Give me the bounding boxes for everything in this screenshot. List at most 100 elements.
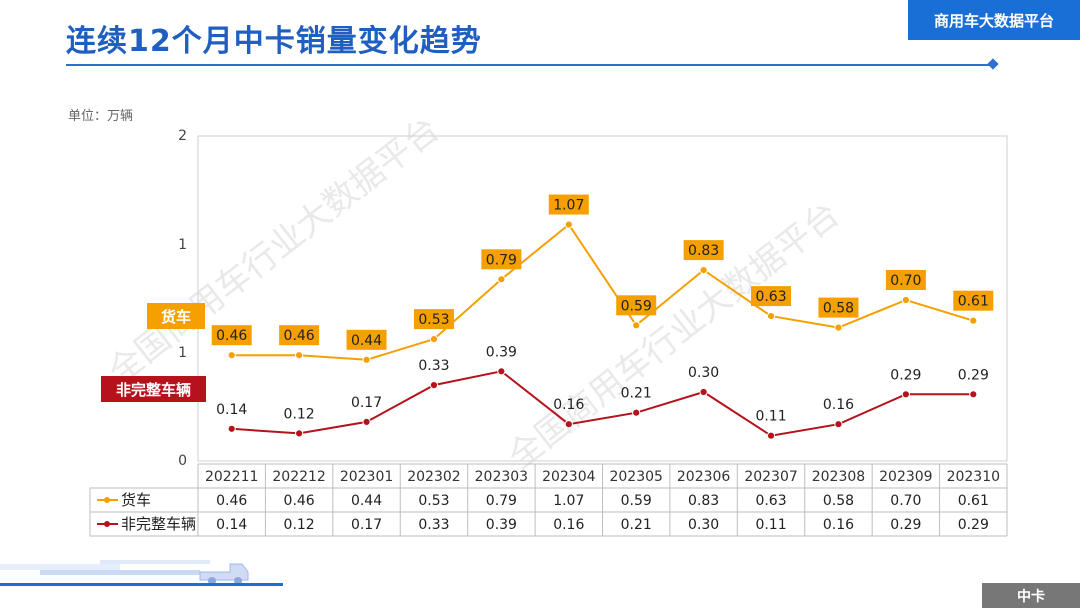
data-label-box xyxy=(751,286,792,307)
data-point xyxy=(834,420,843,429)
table-cell-value: 0.61 xyxy=(958,493,989,509)
data-point xyxy=(497,367,506,376)
table-cell-value: 0.16 xyxy=(553,517,584,533)
data-point xyxy=(295,351,304,360)
data-label: 0.53 xyxy=(418,312,449,328)
data-label: 0.16 xyxy=(823,397,854,413)
y-tick-label: 1 xyxy=(178,345,187,361)
data-label: 0.63 xyxy=(755,289,786,305)
data-label-box xyxy=(953,290,994,311)
watermark-text: 全国商用车行业大数据平台 xyxy=(101,109,447,392)
table-cell-value: 0.70 xyxy=(890,493,921,509)
data-point xyxy=(699,266,708,275)
data-label: 0.14 xyxy=(216,402,247,418)
data-label: 0.12 xyxy=(284,406,315,422)
data-label: 0.30 xyxy=(688,365,719,381)
data-point xyxy=(901,295,910,305)
data-label: 0.44 xyxy=(351,333,382,349)
data-label: 0.16 xyxy=(553,397,584,413)
data-point xyxy=(429,381,439,390)
data-label: 0.33 xyxy=(418,358,449,374)
x-tick-label: 202309 xyxy=(879,469,932,485)
x-tick-label: 202211 xyxy=(205,469,258,485)
data-label-box xyxy=(616,295,657,316)
x-tick-label: 202302 xyxy=(407,469,460,485)
table-cell-value: 0.46 xyxy=(284,493,315,509)
data-label: 1.07 xyxy=(553,198,584,214)
data-label: 0.59 xyxy=(621,298,652,314)
data-label: 0.70 xyxy=(890,273,921,289)
data-point xyxy=(362,417,371,426)
legend-entry: 货车 xyxy=(121,491,151,509)
table-cell-value: 0.16 xyxy=(823,517,854,533)
data-label-box xyxy=(413,309,454,330)
y-tick-label: 2 xyxy=(178,128,187,144)
data-label-box xyxy=(548,194,589,215)
series-line-1 xyxy=(231,223,974,361)
table-cell-value: 0.11 xyxy=(755,517,786,533)
table-cell-value: 1.07 xyxy=(553,493,584,509)
data-label-box xyxy=(211,325,252,346)
legend-marker xyxy=(104,497,110,503)
data-point xyxy=(429,335,439,344)
data-point xyxy=(632,408,641,417)
data-label-box xyxy=(279,325,320,346)
x-tick-label: 202301 xyxy=(340,469,393,485)
data-point xyxy=(969,390,978,399)
data-point xyxy=(564,220,573,229)
series-tag-incomplete-vehicles: 非完整车辆 xyxy=(101,376,206,402)
table-cell-value: 0.58 xyxy=(823,493,854,509)
x-tick-label: 202307 xyxy=(744,469,797,485)
table-cell-value: 0.17 xyxy=(351,517,382,533)
table-cell-value: 0.53 xyxy=(418,493,449,509)
table-cell-value: 0.83 xyxy=(688,493,719,509)
data-point xyxy=(564,420,573,429)
data-label: 0.21 xyxy=(621,386,652,402)
table-cell-value: 0.46 xyxy=(216,493,247,509)
data-label: 0.11 xyxy=(755,409,786,425)
data-point xyxy=(295,429,304,438)
y-tick-label: 0 xyxy=(178,453,187,469)
data-label: 0.61 xyxy=(958,294,989,310)
data-point xyxy=(969,316,978,325)
table-cell-value: 0.14 xyxy=(216,517,247,533)
data-label-box xyxy=(481,249,522,270)
data-point xyxy=(901,390,910,399)
data-label: 0.39 xyxy=(486,344,517,360)
legend-entry: 非完整车辆 xyxy=(121,515,196,533)
table-cell-value: 0.29 xyxy=(958,517,989,533)
table-cell-value: 0.30 xyxy=(688,517,719,533)
data-point xyxy=(227,351,236,360)
watermark-group: 全国商用车行业大数据平台 全国商用车行业大数据平台 xyxy=(101,109,847,477)
data-label: 0.83 xyxy=(688,243,719,259)
data-label: 0.46 xyxy=(284,328,315,344)
legend-marker xyxy=(104,521,110,527)
table-cell-value: 0.21 xyxy=(621,517,652,533)
data-point xyxy=(497,275,506,284)
y-tick-label: 1 xyxy=(178,237,187,253)
data-label: 0.29 xyxy=(890,367,921,383)
x-tick-label: 202303 xyxy=(475,469,528,485)
title-divider xyxy=(66,64,994,66)
brand-badge: 商用车大数据平台 xyxy=(908,0,1080,40)
x-tick-label: 202305 xyxy=(609,469,662,485)
unit-label: 单位：万辆 xyxy=(68,109,134,124)
data-label: 0.46 xyxy=(216,328,247,344)
data-label: 0.58 xyxy=(823,301,854,317)
data-label: 0.79 xyxy=(486,252,517,268)
data-label: 0.17 xyxy=(351,395,382,411)
data-label-box xyxy=(346,329,387,350)
data-point xyxy=(699,387,708,397)
data-point xyxy=(362,355,371,364)
table-cell-value: 0.63 xyxy=(755,493,786,509)
data-label-box xyxy=(818,297,859,318)
data-point xyxy=(227,424,236,433)
x-tick-label: 202304 xyxy=(542,469,596,485)
table-cell-value: 0.39 xyxy=(486,517,517,533)
plot-area-frame xyxy=(197,135,1008,462)
data-point xyxy=(766,431,776,440)
x-tick-label: 202306 xyxy=(677,469,731,485)
page-title: 连续12个月中卡销量变化趋势 xyxy=(66,24,482,59)
series-tag-trucks: 货车 xyxy=(147,303,205,329)
data-label: 0.29 xyxy=(958,367,989,383)
